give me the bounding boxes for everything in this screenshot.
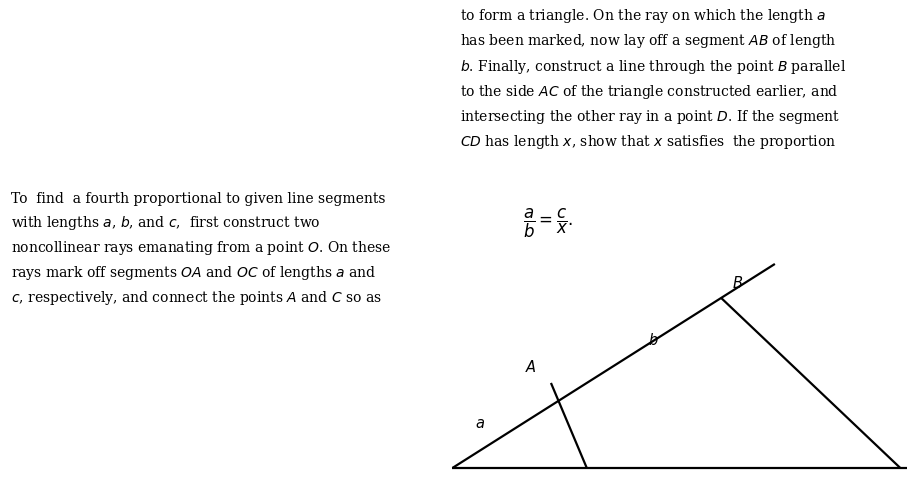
Text: $b$: $b$ xyxy=(648,331,658,348)
Text: $a$: $a$ xyxy=(475,416,485,430)
Text: $A$: $A$ xyxy=(525,359,537,374)
Text: $\dfrac{a}{b} = \dfrac{c}{x}.$: $\dfrac{a}{b} = \dfrac{c}{x}.$ xyxy=(523,206,574,240)
Text: $B$: $B$ xyxy=(732,275,743,291)
Text: To  find  a fourth proportional to given line segments
with lengths $a$, $b$, an: To find a fourth proportional to given l… xyxy=(11,192,391,306)
Text: to form a triangle. On the ray on which the length $a$
has been marked, now lay : to form a triangle. On the ray on which … xyxy=(460,7,845,151)
